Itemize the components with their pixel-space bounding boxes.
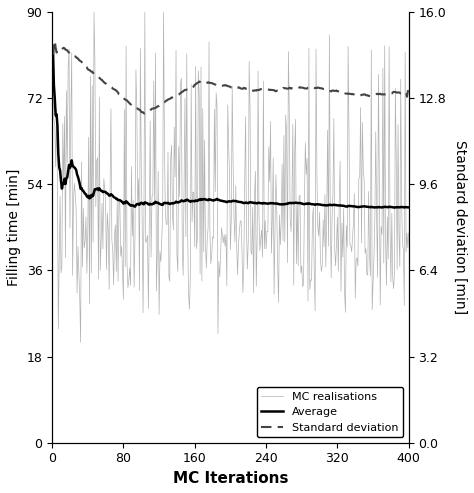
MC realisations (91, 9, 97, 15)
MC realisations (193, 64, 199, 70)
Legend: MC realisations, Average, Standard deviation: MC realisations, Average, Standard devia… (257, 387, 403, 437)
Standard deviation (50, 52, 56, 58)
Line: Standard deviation: Standard deviation (53, 41, 409, 113)
MC realisations (78, 339, 83, 345)
Average (392, 205, 397, 211)
Average (93, 186, 99, 192)
MC realisations (310, 205, 316, 211)
MC realisations (309, 278, 314, 283)
Standard deviation (193, 81, 199, 87)
MC realisations (276, 300, 282, 306)
Standard deviation (94, 72, 100, 78)
Standard deviation (142, 110, 148, 116)
Average (406, 205, 411, 211)
Line: Average: Average (53, 50, 409, 208)
MC realisations (168, 155, 173, 161)
Average (50, 47, 56, 53)
Y-axis label: Filling time [min]: Filling time [min] (7, 169, 21, 286)
MC realisations (50, 47, 56, 53)
Standard deviation (52, 38, 58, 44)
Average (191, 198, 197, 204)
Average (309, 201, 314, 207)
Standard deviation (168, 96, 173, 102)
MC realisations (95, 155, 100, 161)
Standard deviation (276, 87, 282, 93)
MC realisations (406, 230, 411, 236)
Line: MC realisations: MC realisations (53, 12, 409, 342)
Standard deviation (309, 85, 314, 91)
Standard deviation (310, 85, 316, 91)
Average (307, 201, 313, 207)
Standard deviation (406, 88, 411, 94)
X-axis label: MC Iterations: MC Iterations (173, 471, 288, 486)
Average (274, 201, 280, 207)
Y-axis label: Standard deviation [min]: Standard deviation [min] (453, 141, 467, 315)
Average (166, 201, 172, 207)
